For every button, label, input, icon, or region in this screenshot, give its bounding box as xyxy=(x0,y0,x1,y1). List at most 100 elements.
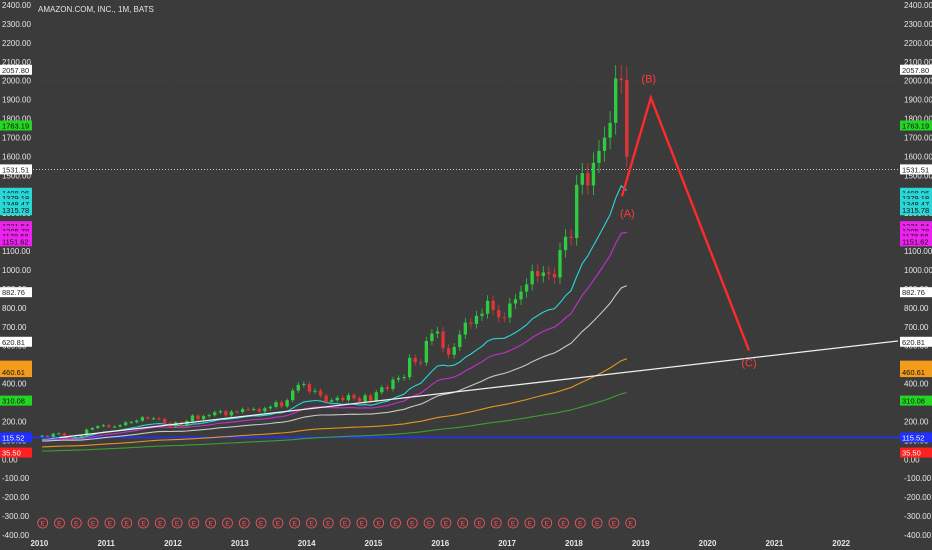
price-badge-label: 115.52 xyxy=(902,433,924,442)
price-badge xyxy=(0,367,32,378)
candle-body xyxy=(625,80,629,157)
candle-body xyxy=(101,425,106,427)
candle-body xyxy=(274,402,278,407)
candle-body xyxy=(374,392,378,401)
moving-average-white xyxy=(42,285,628,442)
candle-body xyxy=(196,415,200,420)
candle-body xyxy=(502,317,506,319)
price-badge xyxy=(0,64,32,75)
earnings-marker-label: E xyxy=(125,520,130,527)
y-tick-label-left: -400.00 xyxy=(2,531,30,540)
price-badge xyxy=(0,193,32,204)
y-tick-label-left: -200.00 xyxy=(2,493,30,502)
candle-body xyxy=(162,418,167,423)
x-tick-label: 2019 xyxy=(632,539,650,548)
candle-body xyxy=(73,436,78,439)
earnings-marker-label: E xyxy=(259,520,264,527)
candle-body xyxy=(441,331,445,349)
earnings-marker-label: E xyxy=(528,520,533,527)
candle-body xyxy=(430,333,434,341)
earnings-marker-label: E xyxy=(410,520,415,527)
earnings-marker xyxy=(104,517,116,529)
y-tick-label-right: 800.00 xyxy=(904,304,929,313)
candle-body xyxy=(62,433,67,436)
candle-body xyxy=(229,411,234,416)
price-badge-label: 620.81 xyxy=(2,338,25,347)
candle-body xyxy=(307,383,312,392)
y-tick-label-right: 200.00 xyxy=(904,417,929,426)
price-badge-label: 35.50 xyxy=(2,449,21,458)
earnings-marker-label: E xyxy=(444,520,449,527)
earnings-marker-label: E xyxy=(108,520,113,527)
candle-body xyxy=(107,425,111,428)
earnings-marker xyxy=(373,517,385,529)
candle-body xyxy=(363,395,367,402)
candle-body xyxy=(402,377,406,379)
earnings-marker-label: E xyxy=(74,520,79,527)
y-tick-label-right: -300.00 xyxy=(904,512,932,521)
earnings-marker-label: E xyxy=(612,520,617,527)
earnings-marker xyxy=(222,517,233,529)
price-badge-label: 1348.47 xyxy=(902,200,929,209)
annotations: (A) (B) (C) xyxy=(620,74,757,370)
candle-body xyxy=(135,420,139,423)
candle-body xyxy=(246,409,250,411)
y-tick-label-left: 2000.00 xyxy=(2,77,31,86)
moving-average-cyan xyxy=(42,184,628,440)
earnings-marker xyxy=(608,517,620,529)
y-tick-label-right: 1700.00 xyxy=(904,134,932,143)
price-badge xyxy=(900,236,932,247)
earnings-marker-label: E xyxy=(209,520,214,527)
candle-body xyxy=(96,426,100,429)
candle-body xyxy=(302,383,306,385)
moving-average-orange xyxy=(42,358,627,448)
candle-body xyxy=(285,400,289,407)
annotation-label: (C) xyxy=(741,358,756,370)
earnings-marker xyxy=(541,517,553,529)
candle-body xyxy=(396,378,401,380)
price-badge xyxy=(900,432,932,443)
y-tick-label-right: 700.00 xyxy=(904,323,929,332)
candle-body xyxy=(157,418,161,420)
earnings-marker xyxy=(507,517,519,529)
candle-body xyxy=(112,426,117,428)
x-tick-label: 2018 xyxy=(565,539,583,548)
price-badge-label: 1531.51 xyxy=(2,165,29,174)
candle-body xyxy=(207,415,211,417)
x-tick-label: 2014 xyxy=(298,539,316,548)
candle-body xyxy=(597,150,601,163)
y-tick-label-right: 0.00 xyxy=(904,455,920,464)
candle-body xyxy=(46,435,50,437)
earnings-marker xyxy=(205,517,217,529)
earnings-marker xyxy=(37,517,49,529)
candle-body xyxy=(536,271,540,277)
price-badge-label: 310.08 xyxy=(2,397,25,406)
price-badge-label: 1348.47 xyxy=(2,200,29,209)
y-tick-label-left: 0.00 xyxy=(2,455,18,464)
candle-body xyxy=(85,429,89,436)
price-badge xyxy=(900,193,932,204)
price-badge xyxy=(0,395,32,406)
price-badge-label: 2057.80 xyxy=(902,66,929,75)
earnings-marker-label: E xyxy=(242,520,247,527)
price-badge-label: 1763.19 xyxy=(2,122,29,131)
candle-body xyxy=(497,309,501,318)
price-badge-label: 115.52 xyxy=(2,433,24,442)
price-badge xyxy=(0,432,32,443)
candle-body xyxy=(213,412,217,416)
candles xyxy=(40,65,629,440)
earnings-marker xyxy=(558,517,569,529)
candle-body xyxy=(335,397,339,401)
price-badge xyxy=(900,164,932,175)
x-tick-label: 2011 xyxy=(97,539,115,548)
candle-body xyxy=(558,250,562,278)
price-badge xyxy=(0,187,32,198)
y-tick-label-left: 1700.00 xyxy=(2,134,31,143)
price-badge xyxy=(900,205,932,216)
candle-body xyxy=(385,387,390,389)
price-badge-label: 35.50 xyxy=(902,449,921,458)
candle-body xyxy=(224,411,228,416)
earnings-marker-label: E xyxy=(57,520,62,527)
